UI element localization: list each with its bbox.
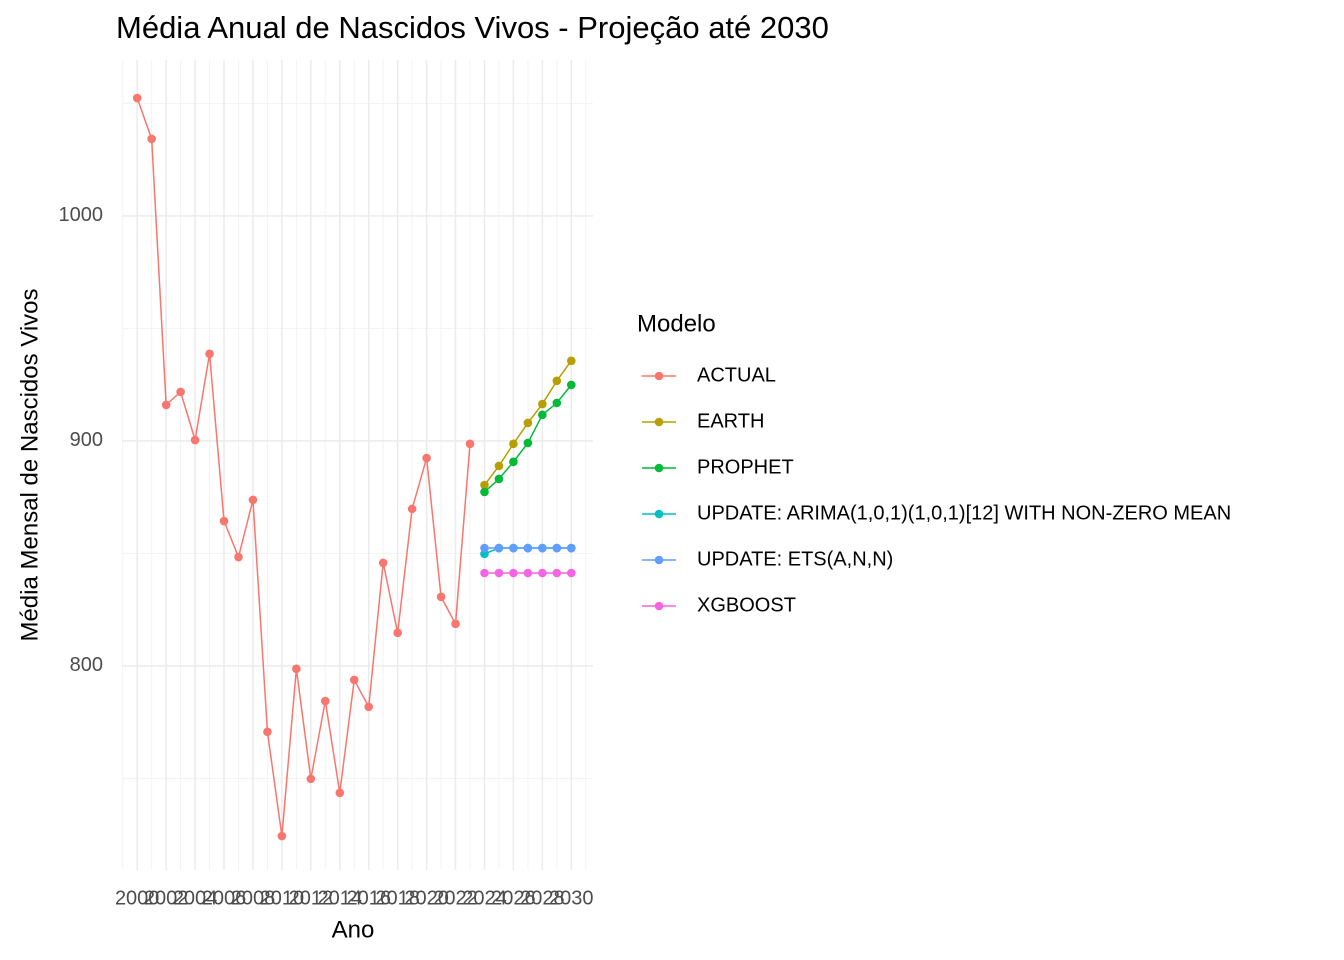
data-point: [205, 349, 214, 359]
x-tick-label: 2018: [375, 887, 420, 909]
legend-label: PROPHET: [697, 456, 794, 478]
data-point: [335, 788, 345, 798]
data-point: [465, 439, 475, 449]
data-point: [552, 568, 562, 578]
legend-label: UPDATE: ARIMA(1,0,1)(1,0,1)[12] WITH NON…: [697, 502, 1231, 524]
data-point: [132, 93, 142, 103]
x-tick-label: 2012: [289, 887, 334, 909]
data-point: [393, 628, 402, 638]
data-point: [176, 387, 185, 397]
data-point: [219, 516, 229, 526]
data-point: [436, 592, 446, 602]
data-point: [407, 504, 417, 514]
data-point: [552, 543, 562, 553]
y-axis-label: Média Mensal de Nascidos Vivos: [16, 288, 43, 641]
data-point: [306, 774, 316, 784]
legend-key-point: [654, 417, 664, 427]
data-point: [566, 380, 576, 390]
data-point: [248, 495, 258, 505]
x-tick-label: 2004: [173, 887, 218, 909]
x-tick-label: 2028: [520, 887, 565, 909]
legend-label: XGBOOST: [697, 594, 796, 616]
y-tick-label: 1000: [59, 204, 104, 226]
data-point: [538, 399, 547, 409]
legend-title: Modelo: [637, 310, 716, 337]
data-point: [161, 400, 171, 410]
legend-label: UPDATE: ETS(A,N,N): [697, 548, 893, 570]
data-point: [509, 439, 518, 449]
data-point: [523, 543, 533, 553]
data-point: [509, 543, 518, 553]
legend-key-point: [654, 371, 664, 381]
x-tick-label: 2002: [144, 887, 189, 909]
data-point: [422, 453, 431, 463]
data-point: [480, 543, 489, 553]
x-tick-label: 2030: [549, 887, 594, 909]
data-point: [378, 558, 388, 568]
data-point: [277, 831, 287, 841]
y-tick-label: 900: [70, 429, 103, 451]
x-tick-label: 2026: [491, 887, 536, 909]
x-tick-label: 2008: [231, 887, 276, 909]
x-tick-label: 2010: [260, 887, 305, 909]
data-point: [451, 619, 460, 629]
x-tick-label: 2016: [346, 887, 391, 909]
legend-key-point: [654, 509, 664, 519]
x-tick-label: 2006: [202, 887, 247, 909]
data-point: [538, 568, 547, 578]
data-point: [480, 487, 489, 497]
data-point: [494, 461, 504, 471]
series-line: [136, 97, 471, 837]
data-point: [538, 543, 547, 553]
x-axis-label: Ano: [332, 916, 375, 943]
data-point: [538, 410, 547, 420]
data-point: [566, 568, 576, 578]
chart-title: Média Anual de Nascidos Vivos - Projeção…: [116, 10, 829, 45]
data-point: [566, 356, 576, 366]
legend-label: ACTUAL: [697, 364, 776, 386]
data-point: [480, 480, 489, 490]
data-point: [509, 568, 518, 578]
x-tick-label: 2024: [462, 887, 507, 909]
data-point: [523, 568, 533, 578]
data-point: [494, 474, 504, 484]
data-point: [234, 552, 243, 562]
data-point: [364, 702, 374, 712]
data-point: [292, 664, 301, 674]
data-point: [523, 418, 533, 428]
data-point: [480, 568, 489, 578]
data-point: [190, 435, 200, 445]
x-tick-label: 2022: [433, 887, 478, 909]
data-point: [494, 568, 504, 578]
data-point: [349, 675, 359, 685]
x-tick-label: 2014: [318, 887, 363, 909]
data-point: [566, 543, 576, 553]
legend-label: EARTH: [697, 410, 764, 432]
data-point: [552, 376, 562, 386]
legend-key-point: [654, 601, 664, 611]
data-point: [552, 398, 562, 408]
legend-key-point: [654, 463, 664, 473]
legend-key-point: [654, 555, 664, 565]
data-point: [523, 438, 533, 448]
x-tick-label: 2000: [115, 887, 160, 909]
y-tick-label: 800: [70, 654, 103, 676]
data-point: [321, 696, 330, 706]
data-point: [147, 134, 156, 144]
data-point: [509, 457, 518, 467]
x-tick-label: 2020: [404, 887, 449, 909]
data-point: [494, 543, 504, 553]
data-point: [263, 727, 272, 737]
